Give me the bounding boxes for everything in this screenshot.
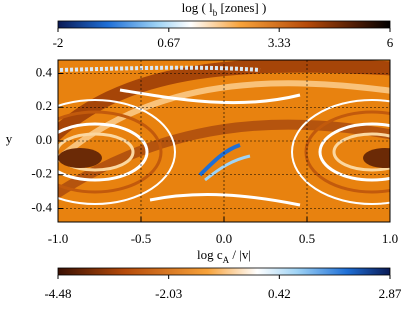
x-tick-label: 0.5 (299, 231, 315, 246)
tick-label: 3.33 (268, 35, 291, 50)
axis-label: log cA / |v| (197, 247, 251, 265)
x-tick-label: -1.0 (48, 231, 69, 246)
tick-label: 0.42 (268, 286, 291, 301)
x-tick-label: 0.0 (216, 231, 232, 246)
axis-label: log ( lb [zones] ) (182, 0, 267, 18)
y-tick-label: 0.4 (36, 64, 53, 79)
label-part: / |v| (229, 247, 251, 262)
y-tick-label: -0.2 (31, 166, 52, 181)
y-tick-label: 0.2 (36, 98, 52, 113)
label-part: [zones] ) (217, 0, 266, 15)
tick-label: -4.48 (44, 286, 71, 301)
label-part: log c (197, 247, 223, 262)
colorbar (57, 267, 391, 276)
tick-label: 6 (387, 35, 394, 50)
colorbar (57, 20, 391, 29)
y-tick-label: -0.4 (31, 199, 52, 214)
subscript: A (223, 255, 230, 265)
tick-label: -2 (53, 35, 64, 50)
tick-label: -2.03 (155, 286, 182, 301)
y-axis-label: y (6, 131, 13, 146)
x-tick-label: 1.0 (382, 231, 398, 246)
y-tick-label: 0.0 (36, 132, 52, 147)
label-part: log ( l (182, 0, 213, 15)
subscript: b (213, 8, 218, 18)
tick-label: 2.87 (379, 286, 402, 301)
x-tick-label: -0.5 (131, 231, 152, 246)
tick-label: 0.67 (157, 35, 180, 50)
